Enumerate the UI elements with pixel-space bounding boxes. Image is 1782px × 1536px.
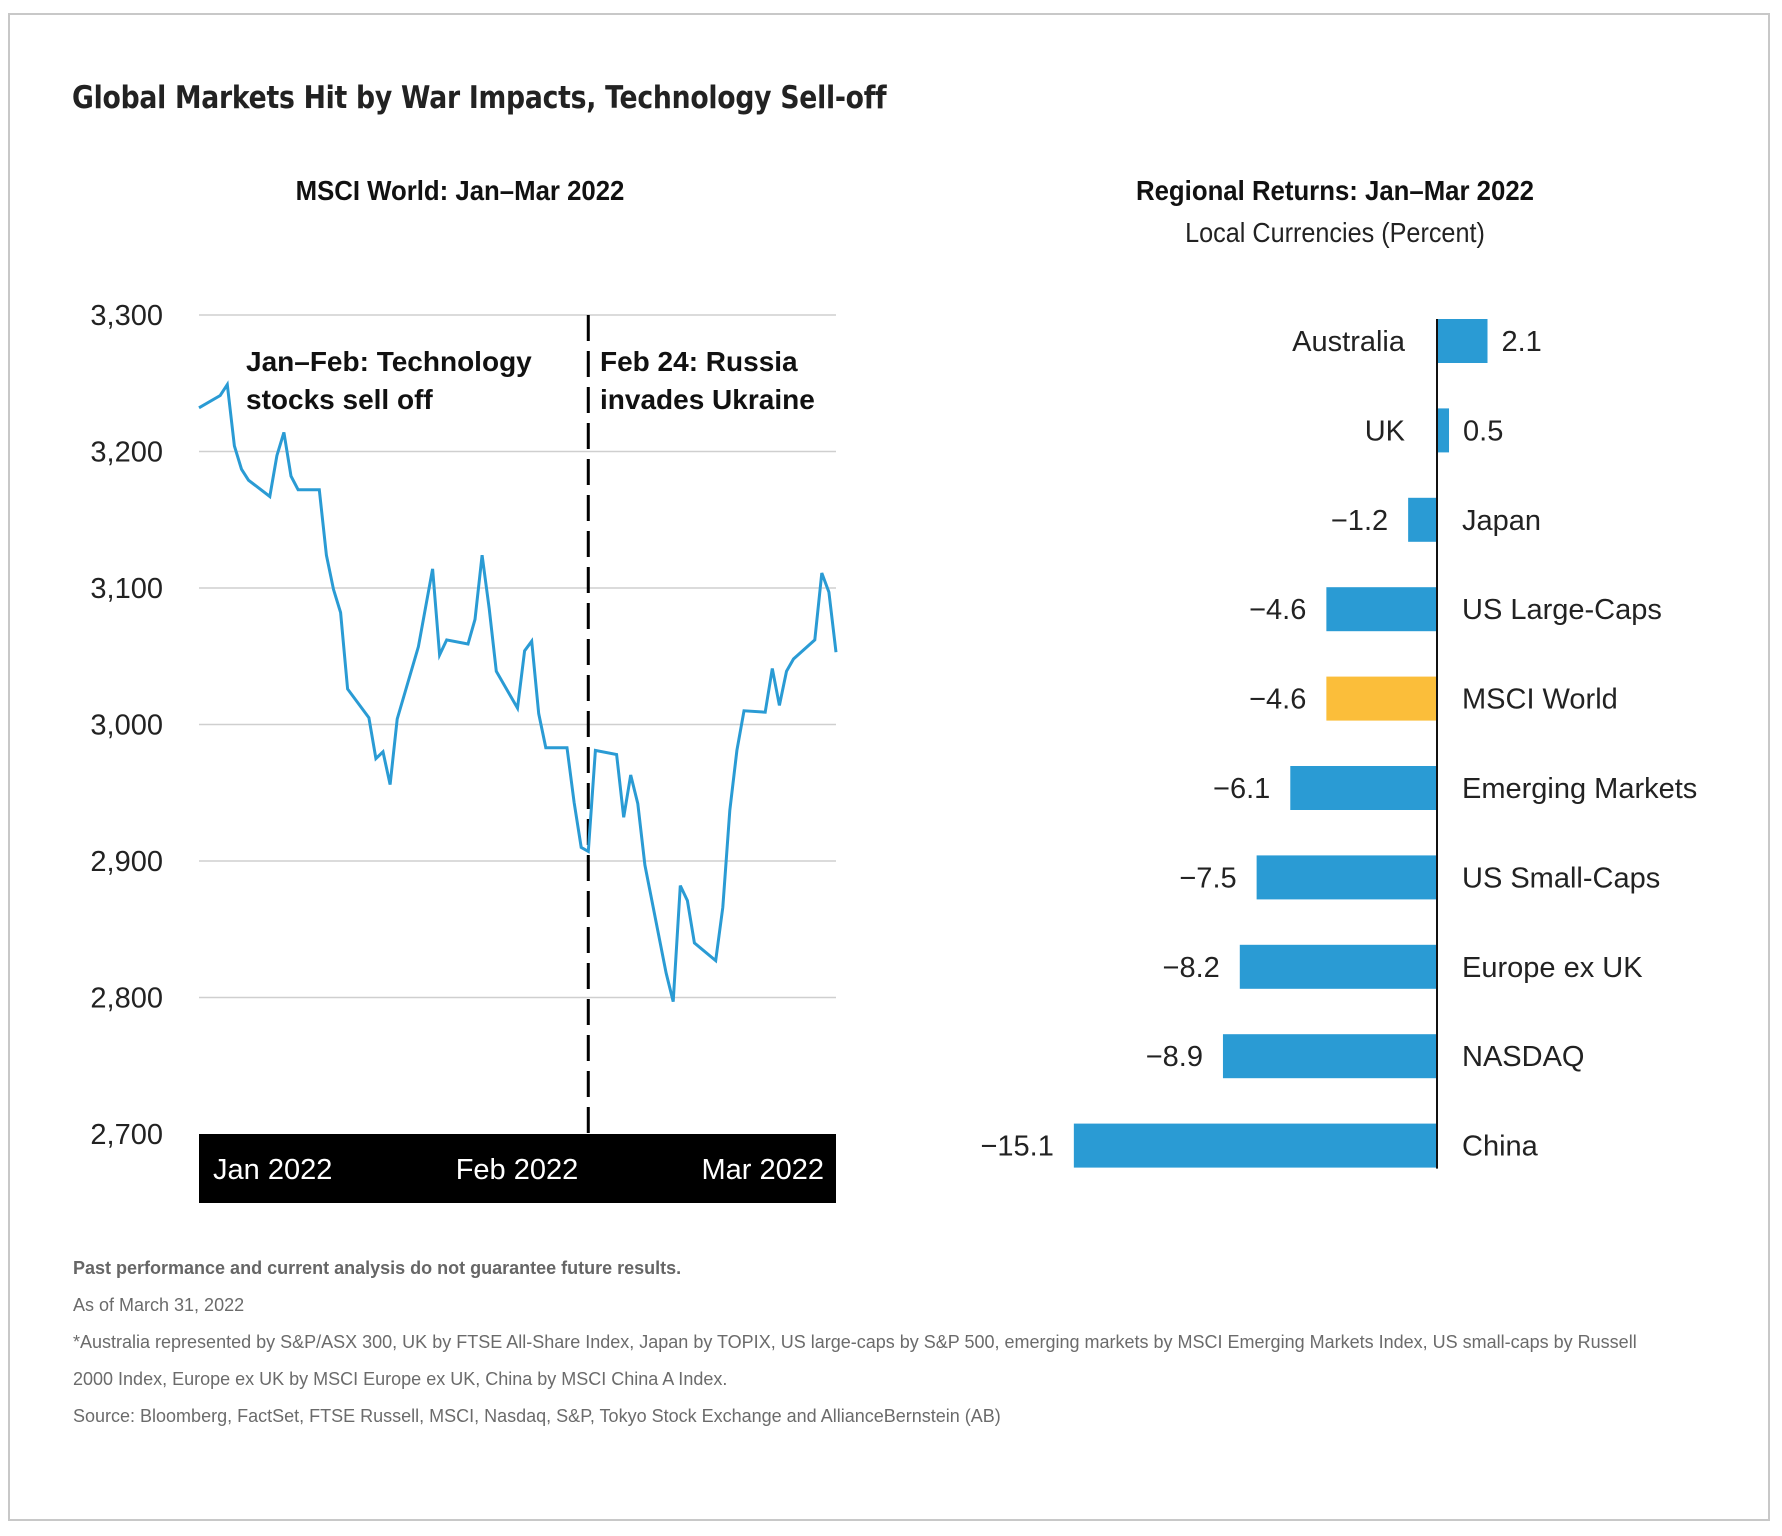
category-label: NASDAQ	[1462, 1041, 1584, 1073]
annotation-tech-selloff: Jan–Feb: Technology	[246, 346, 532, 377]
annotations: Jan–Feb: Technology stocks sell off Feb 24…	[246, 346, 815, 415]
index-note-line-1: *Australia represented by S&P/ASX 300, U…	[73, 1332, 1637, 1352]
value-label: −8.9	[1146, 1041, 1203, 1073]
category-label: China	[1462, 1131, 1539, 1163]
category-label: US Small-Caps	[1462, 862, 1660, 894]
y-tick-label: 3,200	[90, 437, 163, 469]
footnotes: Past performance and current analysis do…	[73, 1250, 1713, 1435]
annotation-russia-invasion: invades Ukraine	[600, 384, 815, 415]
category-label: Japan	[1462, 505, 1541, 537]
category-label: Emerging Markets	[1462, 773, 1697, 805]
bar-uk	[1437, 408, 1450, 453]
value-label: −8.2	[1163, 952, 1220, 984]
y-tick-label: 2,700	[90, 1119, 163, 1151]
bar-australia	[1437, 319, 1488, 363]
category-label: Europe ex UK	[1462, 952, 1643, 984]
bar-us-small-caps	[1256, 855, 1437, 900]
series-line-msci-world	[198, 380, 838, 1002]
x-tick-label: Mar 2022	[701, 1154, 824, 1186]
as-of-date: As of March 31, 2022	[73, 1295, 245, 1315]
y-tick-label: 3,100	[90, 573, 163, 605]
category-label: US Large-Caps	[1462, 594, 1662, 626]
y-tick-label: 3,300	[90, 300, 163, 332]
value-label: −15.1	[980, 1131, 1053, 1163]
bar-nasdaq	[1222, 1034, 1437, 1079]
chart-frame	[8, 13, 1770, 1521]
bar-europe-ex-uk	[1239, 944, 1437, 989]
source-note: Source: Bloomberg, FactSet, FTSE Russell…	[73, 1406, 1001, 1426]
y-tick-label: 2,900	[90, 846, 163, 878]
category-label: UK	[1365, 415, 1406, 447]
category-label: Australia	[1292, 326, 1406, 358]
y-tick-label: 2,800	[90, 983, 163, 1015]
value-label: −1.2	[1331, 505, 1388, 537]
y-tick-labels: 3,300 3,200 3,100 3,000 2,900 2,800 2,700	[90, 300, 163, 1151]
bar-msci-world	[1326, 676, 1437, 721]
bar-japan	[1408, 497, 1437, 542]
bar-chart-title: Regional Returns: Jan–Mar 2022	[1136, 175, 1534, 206]
value-label: −4.6	[1249, 684, 1306, 716]
bar-chart-subtitle: Local Currencies (Percent)	[1185, 217, 1485, 248]
bar-china	[1073, 1123, 1437, 1168]
annotation-tech-selloff: stocks sell off	[246, 384, 433, 415]
disclaimer: Past performance and current analysis do…	[73, 1258, 682, 1278]
x-tick-label: Jan 2022	[213, 1154, 332, 1186]
line-chart-title: MSCI World: Jan–Mar 2022	[295, 175, 625, 206]
bar-chart: Australia 2.1 UK 0.5 −1.2 Japan −4.6 US Large-C…	[980, 319, 1697, 1169]
line-chart: 3,300 3,200 3,100 3,000 2,900 2,800 2,700 Jan …	[90, 300, 838, 1203]
value-label: 2.1	[1502, 326, 1542, 358]
x-tick-label: Feb 2022	[456, 1154, 579, 1186]
bars	[1073, 319, 1488, 1168]
annotation-russia-invasion: Feb 24: Russia	[600, 346, 798, 377]
x-tick-labels: Jan 2022 Feb 2022 Mar 2022	[213, 1154, 824, 1186]
bar-labels: Australia 2.1 UK 0.5 −1.2 Japan −4.6 US Large-C…	[980, 326, 1697, 1163]
value-label: −4.6	[1249, 594, 1306, 626]
index-note-line-2: 2000 Index, Europe ex UK by MSCI Europe …	[73, 1369, 728, 1389]
main-title: Global Markets Hit by War Impacts, Techn…	[72, 80, 887, 116]
value-label: 0.5	[1463, 415, 1503, 447]
bar-us-large-caps	[1326, 587, 1437, 632]
value-label: −6.1	[1213, 773, 1270, 805]
value-label: −7.5	[1179, 862, 1236, 894]
gridlines	[199, 314, 836, 999]
category-label: MSCI World	[1462, 684, 1618, 716]
y-tick-label: 3,000	[90, 710, 163, 742]
bar-emerging-markets	[1290, 766, 1437, 810]
x-axis-band	[199, 1134, 836, 1203]
